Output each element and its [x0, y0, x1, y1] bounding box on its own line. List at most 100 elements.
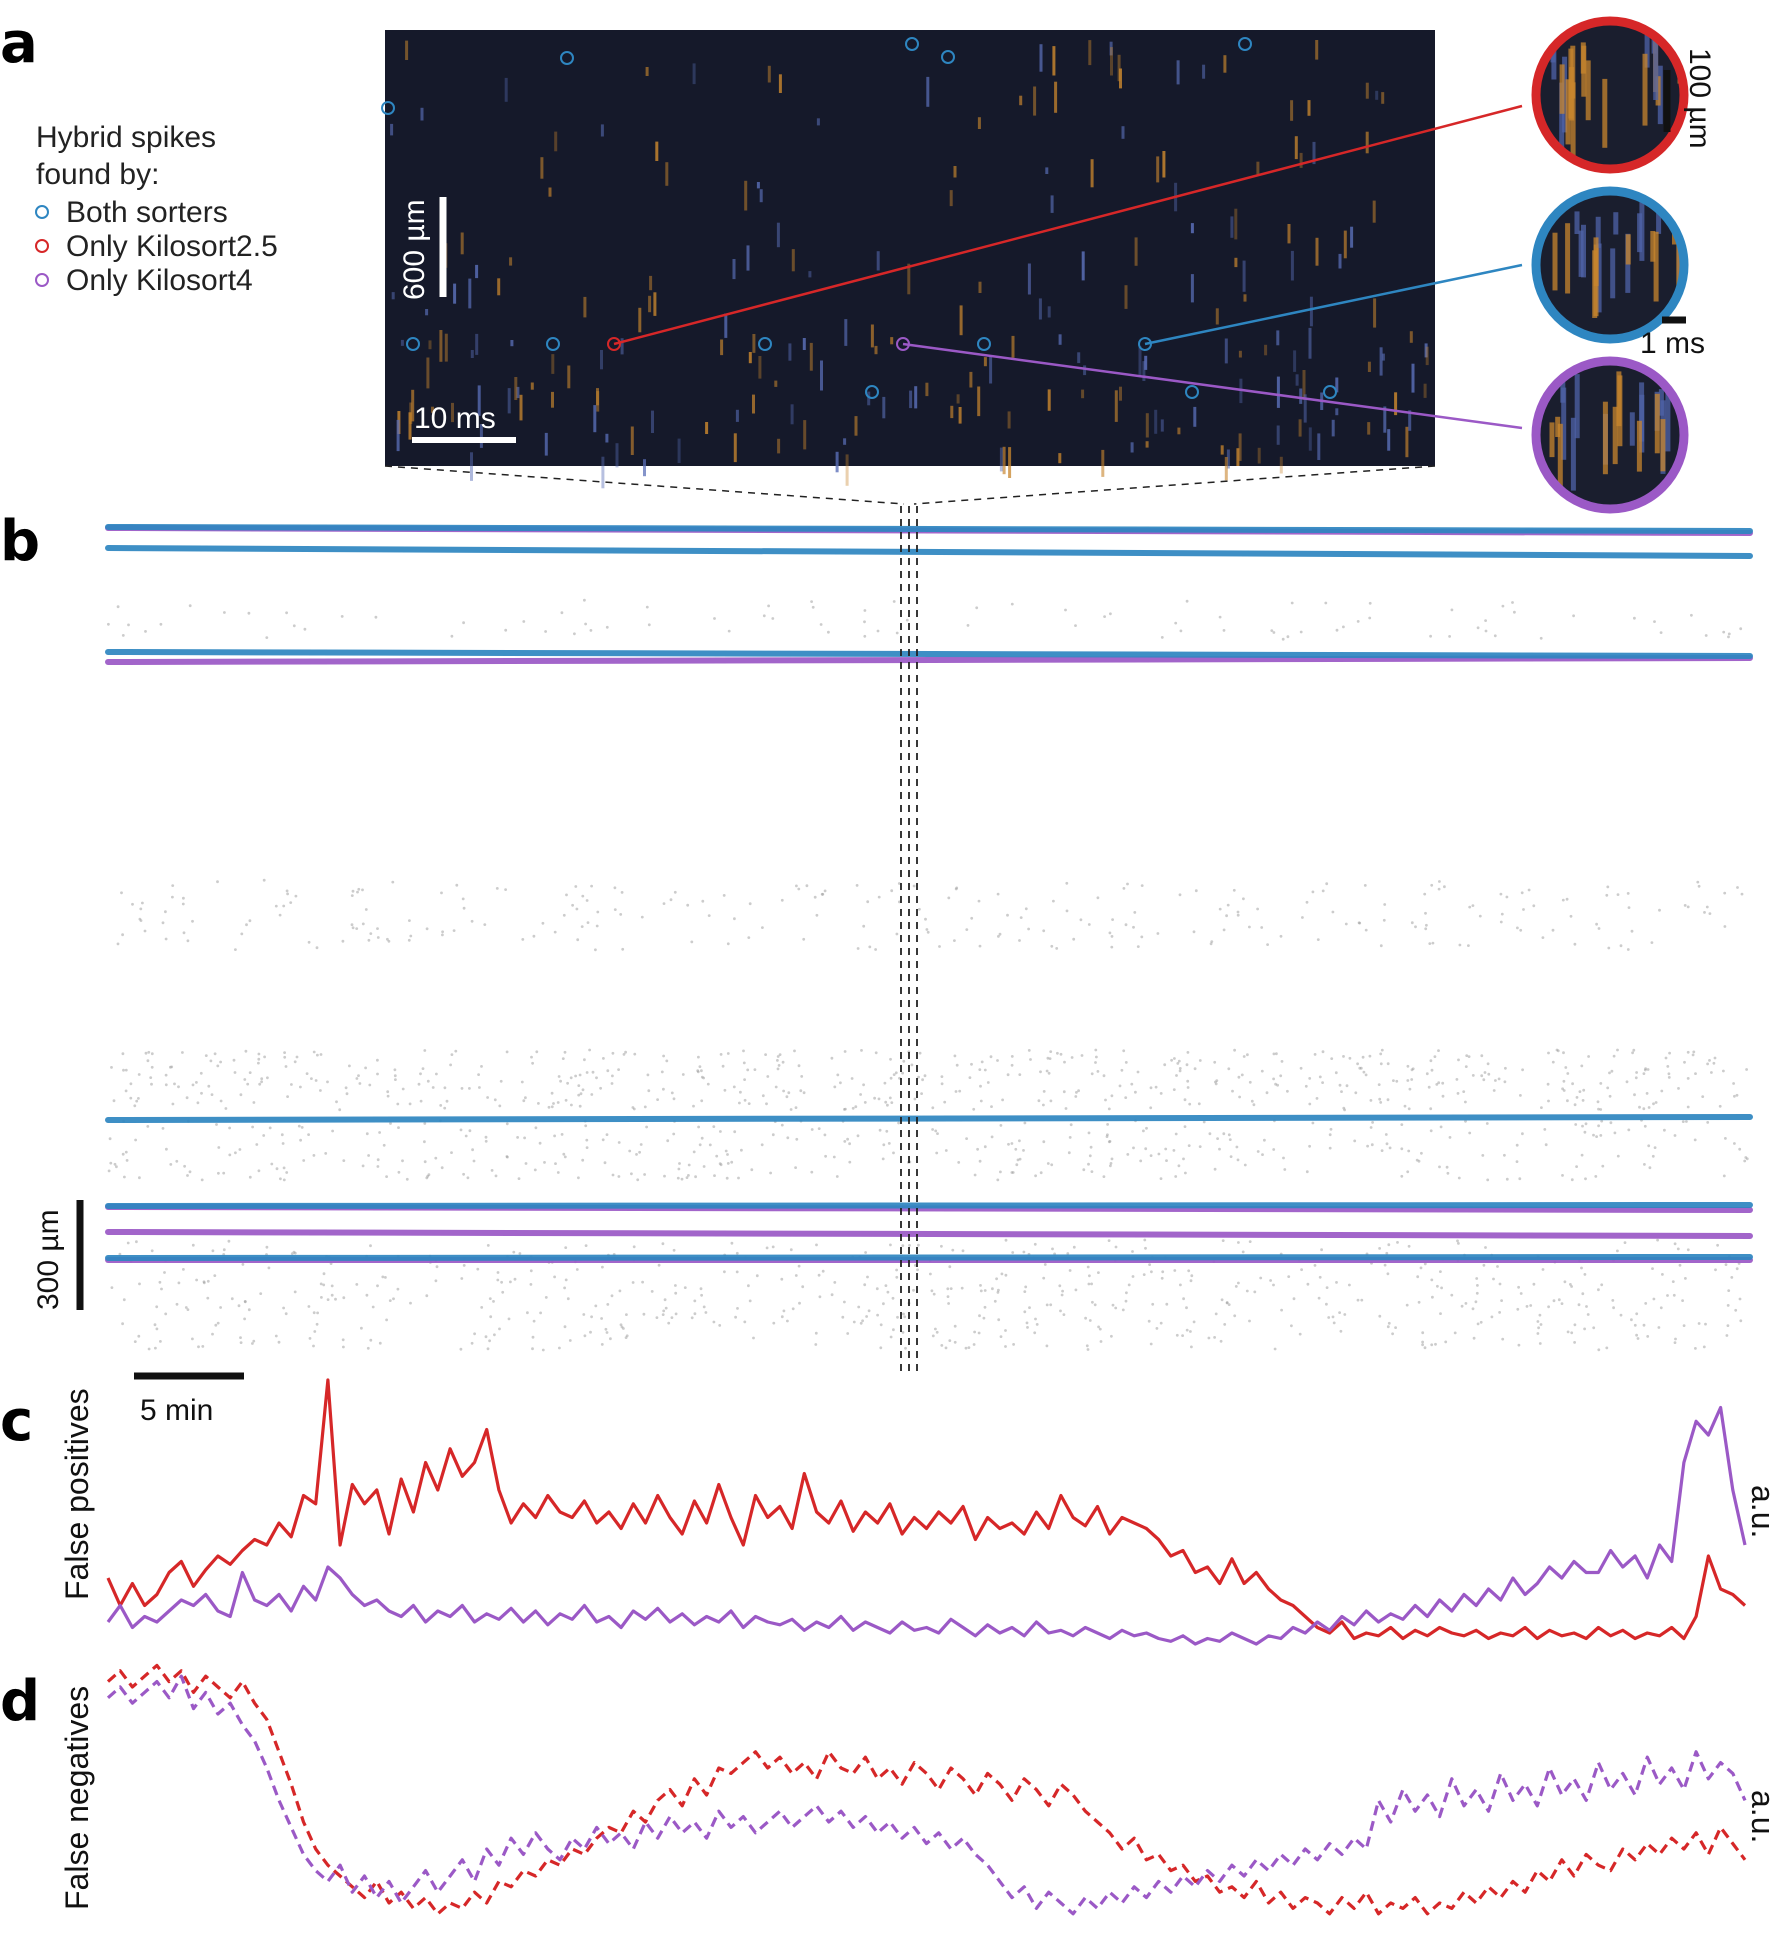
background-spike [184, 1306, 188, 1309]
background-spike [1037, 1099, 1041, 1103]
background-spike [350, 894, 354, 897]
background-spike [1673, 1134, 1677, 1137]
background-spike [182, 1268, 185, 1271]
background-spike [1126, 1153, 1130, 1156]
background-spike [700, 1293, 703, 1297]
raster-streak [643, 459, 646, 477]
background-spike [672, 1097, 676, 1101]
inset-ks4-ring [1531, 356, 1689, 514]
background-spike [137, 1334, 141, 1338]
background-spike [926, 930, 930, 934]
background-spike [999, 1124, 1003, 1127]
background-spike [1150, 1270, 1153, 1274]
background-spike [1681, 1120, 1685, 1123]
background-spike [283, 1055, 287, 1059]
background-spike [916, 1268, 919, 1272]
background-spike [1192, 1320, 1196, 1324]
background-spike [1315, 1097, 1319, 1100]
background-spike [820, 892, 824, 896]
background-spike [1121, 1308, 1125, 1312]
background-spike [1619, 944, 1623, 948]
background-spike [970, 1062, 973, 1066]
background-spike [1062, 1090, 1066, 1094]
background-spike [1722, 1069, 1725, 1073]
background-spike [611, 1074, 614, 1078]
raster-marker-both [1238, 37, 1252, 51]
background-spike [1458, 943, 1462, 947]
background-spike [1000, 1272, 1004, 1276]
background-spike [1596, 1100, 1600, 1104]
background-spike [1690, 613, 1693, 617]
raster-streak [1290, 250, 1294, 281]
background-spike [1611, 1299, 1615, 1302]
background-spike [133, 1340, 137, 1343]
background-spike [490, 1169, 494, 1172]
background-spike [1279, 934, 1283, 938]
background-spike [1511, 601, 1514, 604]
background-spike [155, 1305, 159, 1309]
background-spike [1328, 1133, 1332, 1137]
background-spike [1087, 923, 1091, 926]
raster-streak [420, 107, 424, 121]
background-spike [185, 1096, 189, 1100]
background-spike [888, 1096, 892, 1100]
background-spike [815, 1243, 818, 1247]
background-spike [851, 1106, 855, 1110]
background-spike [867, 1309, 871, 1313]
background-spike [722, 894, 726, 897]
raster-streak [1315, 237, 1319, 266]
raster-streak [809, 342, 813, 371]
background-spike [1406, 1170, 1410, 1174]
background-spike [335, 1100, 338, 1104]
background-spike [889, 1335, 893, 1339]
background-spike [1683, 904, 1687, 907]
background-spike [150, 1249, 154, 1253]
background-spike [977, 1331, 981, 1335]
raster-streak [1238, 350, 1242, 358]
background-spike [110, 1286, 114, 1289]
raster-streak [1215, 308, 1219, 325]
background-spike [1109, 1162, 1113, 1165]
raster-streak [470, 350, 474, 358]
background-spike [440, 1166, 444, 1170]
raster-space-scalebar-label: 600 µm [398, 199, 431, 300]
background-spike [1441, 1081, 1445, 1085]
background-spike [743, 1098, 747, 1102]
background-spike [1120, 1068, 1124, 1072]
background-spike [1361, 1055, 1365, 1059]
background-spike [1501, 604, 1505, 608]
background-spike [1313, 1264, 1317, 1267]
inset-waveform [1653, 231, 1659, 302]
raster-streak [1081, 389, 1085, 399]
background-spike [1256, 1150, 1260, 1153]
background-spike [364, 908, 368, 911]
background-spike [1450, 1293, 1454, 1297]
background-spike [1001, 1098, 1004, 1102]
background-spike [957, 1161, 961, 1164]
background-spike [199, 1071, 203, 1075]
background-spike [1045, 1069, 1049, 1073]
background-spike [785, 1095, 789, 1099]
background-spike [935, 1151, 939, 1155]
raster-streak [1293, 350, 1297, 372]
background-spike [1139, 1159, 1143, 1163]
raster-streak [843, 438, 847, 445]
background-spike [1518, 1177, 1522, 1181]
background-spike [146, 1125, 150, 1128]
background-spike [733, 917, 736, 921]
background-spike [489, 1315, 493, 1319]
background-spike [289, 901, 293, 904]
background-spike [571, 903, 574, 907]
background-spike [850, 1077, 854, 1080]
background-spike [1536, 1332, 1540, 1335]
background-spike [1601, 1164, 1605, 1168]
background-spike [878, 1128, 882, 1132]
background-spike [244, 1049, 248, 1053]
background-spike [1227, 1067, 1231, 1071]
series-line-c-0 [106, 1378, 1747, 1641]
background-spike [841, 1315, 845, 1319]
background-spike [1151, 1302, 1155, 1306]
background-spike [1222, 629, 1226, 632]
background-spike [856, 1134, 860, 1138]
background-spike [1388, 1146, 1392, 1150]
